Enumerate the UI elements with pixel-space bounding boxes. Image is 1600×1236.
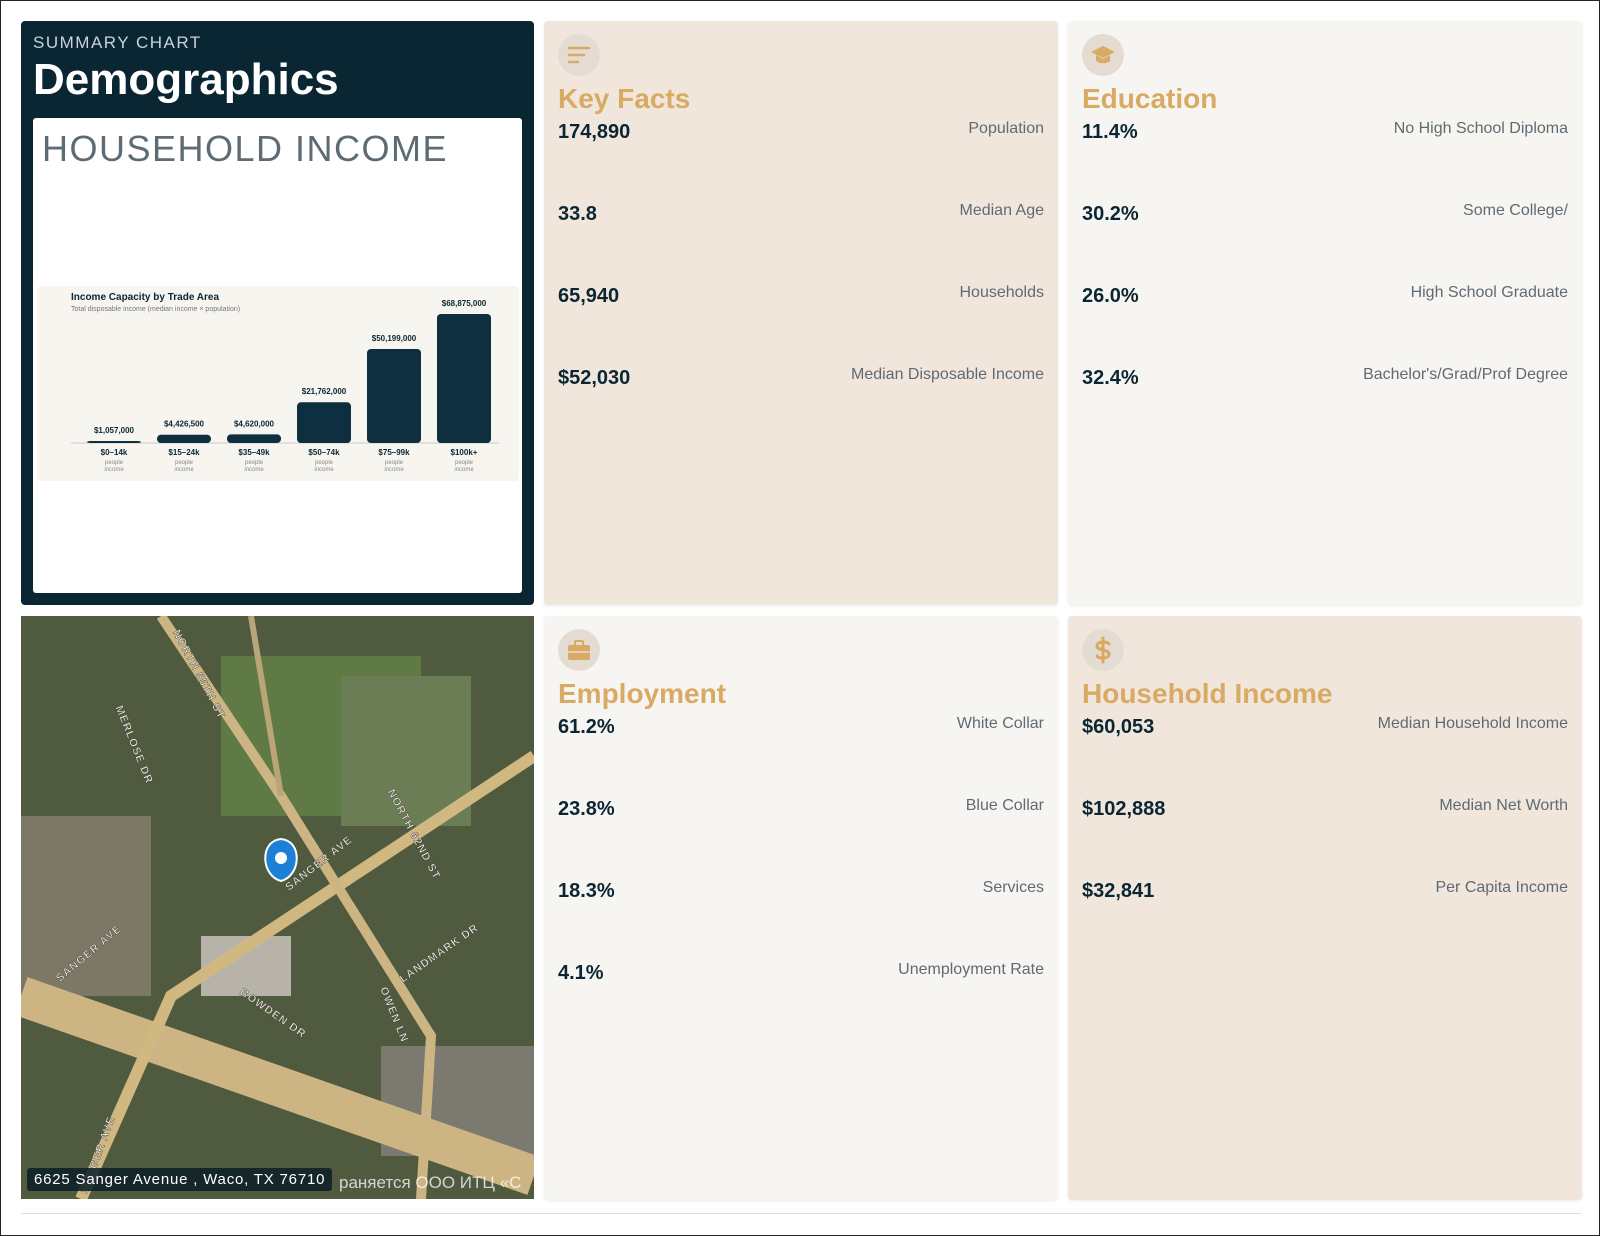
- divider: [21, 1213, 1581, 1214]
- icon-graphic: [568, 640, 590, 660]
- map-road: [75, 750, 534, 1199]
- card-title: Household Income: [1082, 678, 1333, 709]
- icon-graphic: [567, 46, 591, 64]
- category-label: $15–24k: [168, 448, 200, 457]
- info-card: Household Income $60,053 Median Household …: [1068, 616, 1582, 1200]
- category-label: $100k+: [451, 448, 478, 457]
- page-title: Demographics: [33, 55, 339, 104]
- stat-label: Per Capita Income: [1435, 879, 1568, 896]
- bar: [367, 348, 421, 443]
- address-label: 6625 Sanger Avenue , Waco, TX 76710: [27, 1168, 333, 1191]
- stat-value: $32,841: [1082, 880, 1155, 902]
- bar: [297, 402, 351, 443]
- card-icon: [558, 34, 600, 76]
- stat-value: $60,053: [1082, 716, 1155, 738]
- info-card: Key Facts 174,890 Population 33.8 Median Age…: [544, 21, 1058, 605]
- stat-label: Some College/: [1463, 202, 1568, 219]
- bar: [157, 434, 211, 443]
- map-attribution: раняется ООО ИТЦ «С: [339, 1173, 522, 1192]
- card-icon: [1082, 34, 1124, 76]
- stat-value: 32.4%: [1082, 367, 1139, 389]
- category-note: people: [455, 460, 474, 466]
- stat-value: 65,940: [558, 285, 620, 307]
- stat-label: Bachelor's/Grad/Prof Degree: [1363, 366, 1568, 383]
- category-label: $50–74k: [308, 448, 340, 457]
- stat-label: Unemployment Rate: [898, 961, 1044, 978]
- card-icon: [558, 629, 600, 671]
- stat-label: Population: [968, 120, 1044, 137]
- map-road: [156, 616, 437, 1199]
- bar: [437, 314, 491, 443]
- card-icon: [1082, 629, 1124, 671]
- map-pin: [264, 837, 298, 883]
- info-card: Employment 61.2% White Collar 23.8% Blue Col…: [544, 616, 1058, 1200]
- stat-value: 4.1%: [558, 962, 604, 984]
- stat-value: $52,030: [558, 367, 631, 389]
- category-note: people: [105, 460, 124, 466]
- category-note: income: [314, 467, 334, 473]
- category-note: income: [174, 467, 194, 473]
- icon-graphic: [1091, 46, 1115, 64]
- stat-value: 23.8%: [558, 798, 615, 820]
- stat-value: 33.8: [558, 203, 597, 225]
- category-label: $75–99k: [378, 448, 410, 457]
- stat-label: Services: [982, 879, 1044, 896]
- chart-subtitle: Total disposable income (median income ×…: [71, 306, 240, 313]
- map-field: [341, 676, 471, 826]
- map-road: [248, 616, 284, 797]
- stat-label: No High School Diploma: [1393, 120, 1568, 137]
- eyebrow: SUMMARY CHART: [33, 33, 202, 52]
- value-label: $1,057,000: [94, 426, 135, 435]
- stat-value: 18.3%: [558, 880, 615, 902]
- card-title: Education: [1082, 83, 1218, 114]
- stat-label: Blue Collar: [965, 797, 1044, 814]
- category-note: income: [244, 467, 264, 473]
- category-note: income: [384, 467, 404, 473]
- chart-title: Income Capacity by Trade Area: [71, 292, 219, 303]
- stat-value: $102,888: [1082, 798, 1166, 820]
- category-note: income: [104, 467, 124, 473]
- stat-value: 26.0%: [1082, 285, 1139, 307]
- map: NORTH 55TH ST MERLOSE DR SANGER AVE NORTH 6…: [21, 616, 534, 1199]
- category-note: people: [315, 460, 334, 466]
- category-label: $0–14k: [101, 448, 128, 457]
- value-label: $68,875,000: [442, 299, 487, 308]
- stat-label: Households: [959, 284, 1045, 301]
- stat-label: Median Disposable Income: [851, 366, 1044, 383]
- category-label: $35–49k: [238, 448, 270, 457]
- value-label: $21,762,000: [302, 387, 347, 396]
- card-title: Employment: [558, 678, 727, 709]
- value-label: $4,620,000: [234, 419, 275, 428]
- stat-label: Median Household Income: [1377, 715, 1568, 732]
- category-note: people: [385, 460, 404, 466]
- category-note: income: [454, 467, 474, 473]
- map-highway: [21, 977, 534, 1195]
- chart-heading: HOUSEHOLD INCOME: [42, 128, 449, 169]
- stat-value: 174,890: [558, 121, 631, 143]
- stat-label: Median Age: [959, 202, 1044, 219]
- icon-graphic: [1095, 636, 1111, 664]
- stat-value: 11.4%: [1082, 121, 1138, 143]
- value-label: $4,426,500: [164, 420, 205, 429]
- bar: [87, 441, 141, 443]
- bar: [227, 434, 281, 443]
- map-lot: [21, 816, 151, 996]
- category-note: people: [245, 460, 264, 466]
- chart: Income Capacity by Trade Area Total disp…: [37, 286, 519, 481]
- stat-label: Median Net Worth: [1439, 797, 1568, 814]
- card-title: Key Facts: [558, 83, 691, 114]
- info-card: Education 11.4% No High School Diploma 30.2…: [1068, 21, 1582, 605]
- stat-label: White Collar: [956, 715, 1044, 732]
- stat-label: High School Graduate: [1410, 284, 1568, 301]
- stat-value: 30.2%: [1082, 203, 1139, 225]
- chart-panel: HOUSEHOLD INCOME Income Capacity by Trad…: [33, 118, 522, 593]
- category-note: people: [175, 460, 194, 466]
- value-label: $50,199,000: [372, 334, 417, 343]
- summary-panel: SUMMARY CHART Demographics HOUSEHOLD INC…: [21, 21, 534, 605]
- stat-value: 61.2%: [558, 716, 615, 738]
